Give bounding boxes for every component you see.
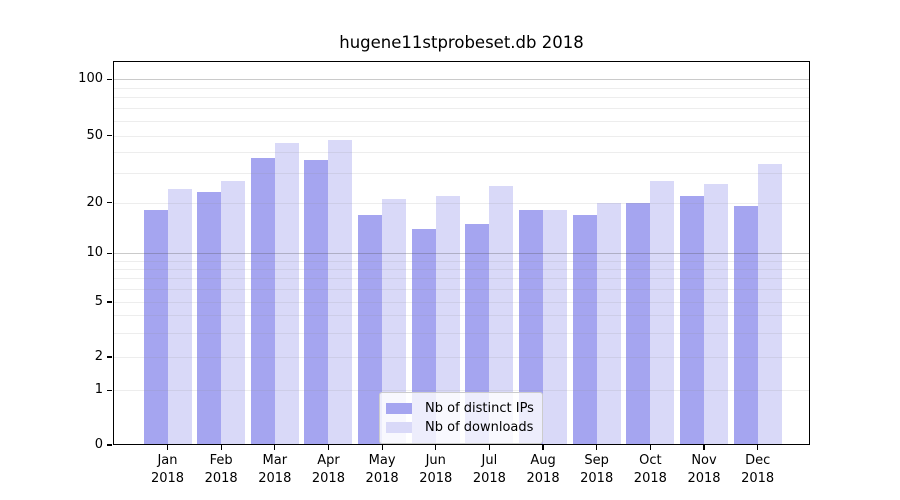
x-tick-sep (596, 445, 598, 450)
y-tick-label-50: 50 (86, 127, 103, 143)
gridline-6 (113, 289, 810, 291)
x-tick-dec (757, 445, 759, 450)
x-tick-mar (274, 445, 276, 450)
x-tick-aug (542, 445, 544, 450)
x-tick-apr (327, 445, 330, 450)
chart-title: hugene11stprobeset.db 2018 (339, 33, 584, 52)
gridline-90 (113, 87, 810, 89)
legend-swatch-distinct-ips (386, 403, 412, 414)
bar-distinct-ips-feb (197, 192, 222, 445)
legend-item-downloads: Nb of downloads (386, 418, 542, 437)
x-tick-oct (649, 445, 651, 450)
legend-item-distinct-ips: Nb of distinct IPs (386, 399, 542, 418)
bar-downloads-oct (650, 180, 675, 445)
gridline-80 (113, 97, 810, 99)
gridline-60 (113, 120, 810, 122)
y-tick-label-2: 2 (94, 349, 103, 364)
x-tick-jan (166, 445, 169, 450)
x-tick-label-apr: Apr 2018 (311, 453, 345, 486)
x-tick-label-may: May 2018 (365, 453, 399, 486)
gridline-30 (113, 173, 810, 175)
y-tick-20 (107, 202, 112, 204)
gridline-1 (113, 390, 810, 392)
legend: Nb of distinct IPs Nb of downloads (379, 392, 543, 444)
gridline-5 (113, 302, 810, 303)
bar-distinct-ips-sep (572, 214, 597, 445)
gridline-100 (113, 79, 810, 81)
gridline-9 (113, 260, 810, 262)
x-tick-may (381, 445, 383, 450)
gridline-50 (113, 135, 810, 137)
gridline-10 (113, 253, 810, 255)
x-tick-label-feb: Feb 2018 (204, 453, 238, 486)
bar-distinct-ips-jan (143, 210, 168, 445)
y-tick-100 (107, 78, 112, 80)
legend-label-distinct-ips: Nb of distinct IPs (425, 401, 534, 416)
x-tick-label-nov: Nov 2018 (687, 453, 721, 486)
legend-swatch-downloads (386, 422, 412, 433)
bar-distinct-ips-nov (680, 195, 704, 445)
bar-distinct-ips-oct (626, 202, 651, 445)
x-tick-label-mar: Mar 2018 (258, 453, 292, 486)
y-tick-label-1: 1 (94, 382, 103, 398)
x-tick-label-oct: Oct 2018 (633, 453, 667, 486)
x-tick-label-jul: Jul 2018 (472, 453, 506, 486)
gridline-7 (113, 278, 810, 280)
plot-area (113, 61, 810, 445)
bar-distinct-ips-may (358, 214, 383, 445)
y-tick-label-0: 0 (94, 437, 103, 452)
gridline-8 (113, 268, 810, 270)
bar-distinct-ips-dec (733, 206, 758, 445)
gridline-20 (113, 202, 810, 204)
x-tick-label-jun: Jun 2018 (419, 453, 453, 486)
x-tick-feb (220, 445, 222, 450)
bar-downloads-feb (221, 180, 246, 445)
bar-distinct-ips-mar (250, 157, 275, 445)
gridline-70 (113, 108, 810, 110)
x-tick-jun (435, 445, 437, 450)
y-tick-label-100: 100 (78, 71, 103, 87)
bar-downloads-aug (543, 210, 568, 445)
x-tick-nov (703, 445, 705, 450)
bar-downloads-nov (704, 183, 728, 445)
y-tick-label-10: 10 (86, 245, 103, 261)
bar-downloads-apr (328, 140, 353, 445)
y-tick-50 (107, 135, 112, 137)
legend-label-downloads: Nb of downloads (425, 420, 534, 435)
gridline-4 (113, 315, 810, 317)
bar-downloads-sep (596, 202, 621, 445)
bar-downloads-mar (274, 143, 299, 445)
x-tick-label-dec: Dec 2018 (741, 453, 775, 486)
x-tick-label-sep: Sep 2018 (580, 453, 614, 486)
y-tick-label-5: 5 (94, 294, 103, 309)
bar-downloads-jan (167, 189, 192, 445)
gridline-3 (113, 332, 810, 334)
gridline-40 (113, 152, 810, 154)
x-tick-jul (488, 445, 490, 450)
gridline-2 (113, 357, 810, 358)
y-tick-10 (107, 252, 112, 254)
bar-downloads-dec (757, 163, 782, 445)
y-tick-0 (107, 444, 112, 446)
y-tick-5 (107, 301, 112, 303)
bar-distinct-ips-apr (304, 159, 329, 445)
y-tick-2 (107, 356, 112, 358)
x-tick-label-jan: Jan 2018 (150, 453, 185, 486)
x-tick-label-aug: Aug 2018 (526, 453, 560, 486)
y-tick-label-20: 20 (86, 194, 103, 210)
y-tick-1 (107, 389, 112, 391)
